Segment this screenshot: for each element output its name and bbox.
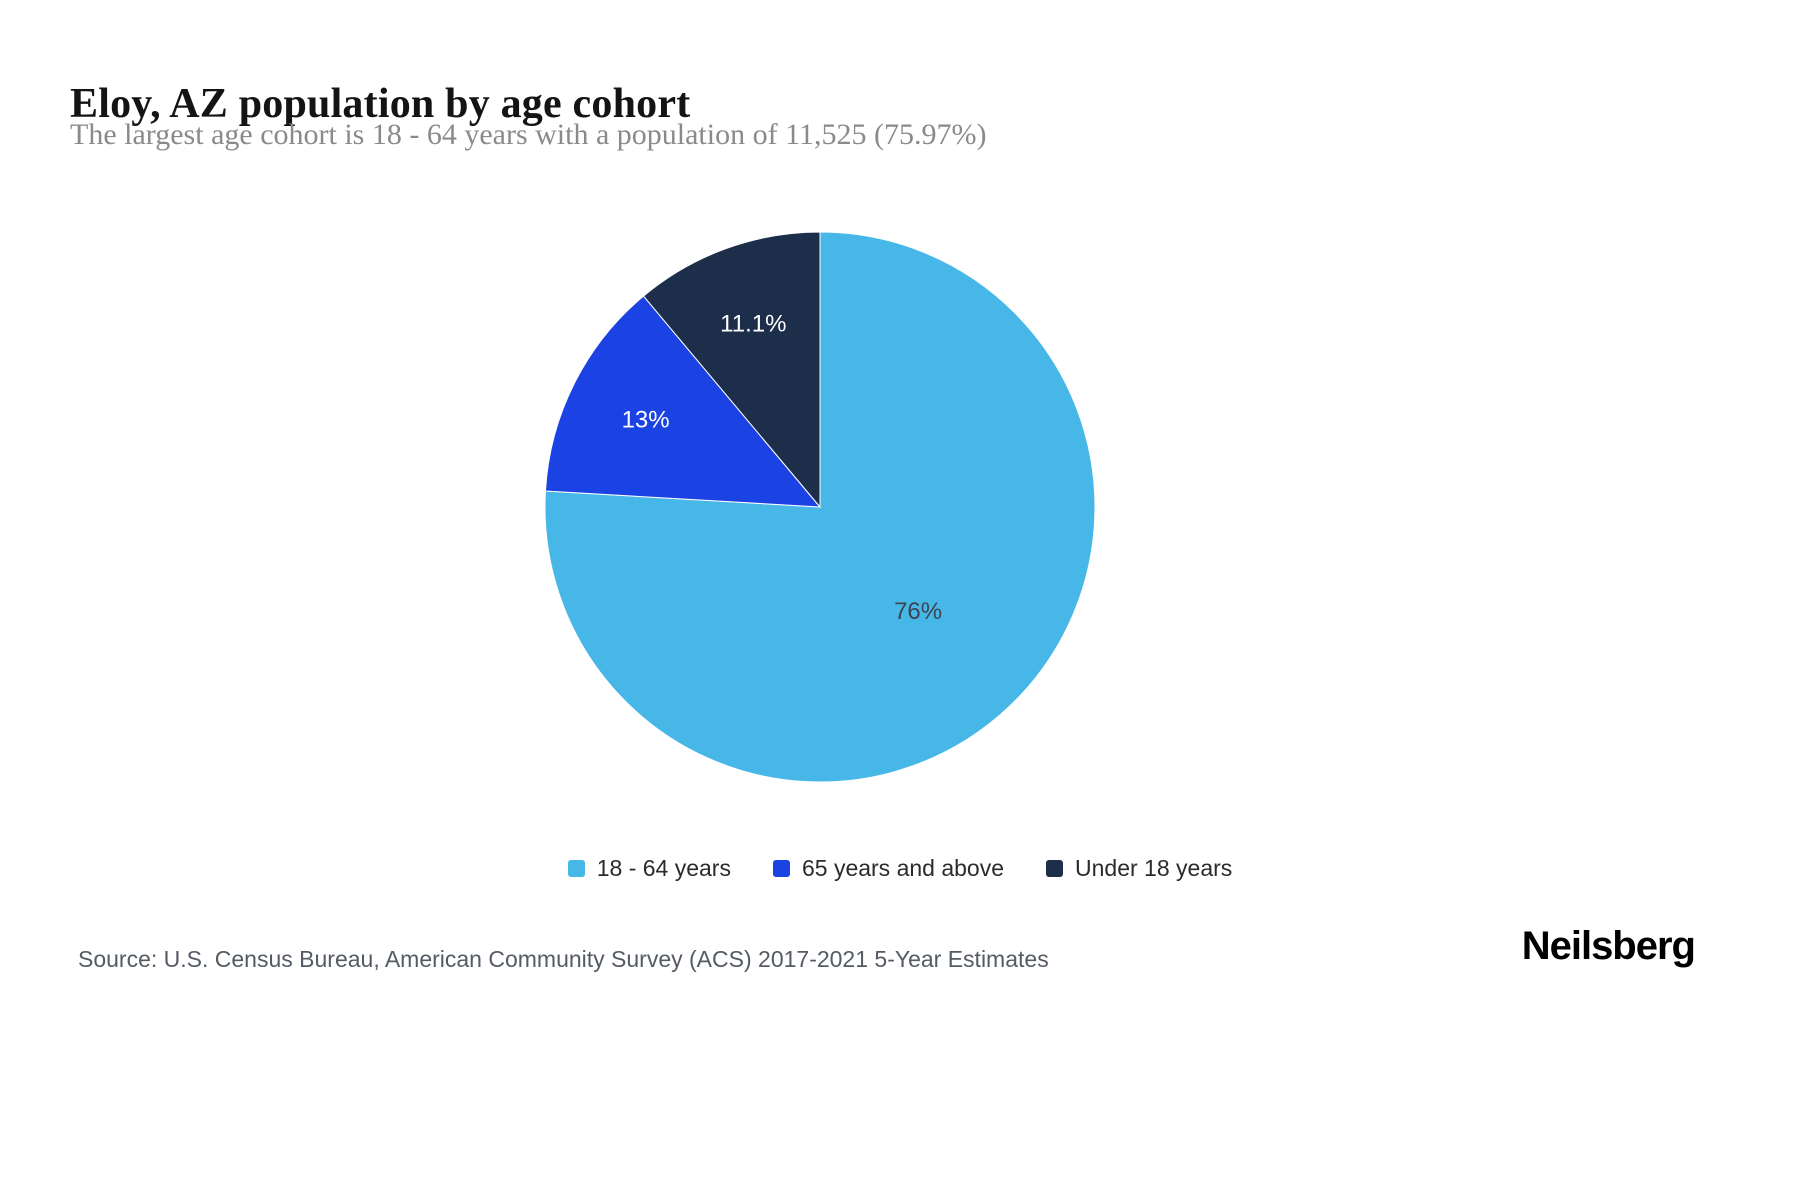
legend-item-18-64-years[interactable]: 18 - 64 years [567,855,731,882]
legend-label: Under 18 years [1075,855,1233,881]
pie-slice-18-64-years[interactable] [544,231,1096,783]
legend-swatch-icon [1046,860,1064,877]
page-title: Eloy, AZ population by age cohort [70,81,691,128]
pie-slice-label: 13% [622,406,670,433]
pie-slice-label: 11.1% [720,311,786,338]
legend-swatch-icon [567,860,585,877]
pie-slice-65-years-and-above[interactable] [544,295,822,508]
legend-swatch-icon [772,860,790,877]
chart-subtitle: The largest age cohort is 18 - 64 years … [70,118,987,151]
legend-item-under-18-years[interactable]: Under 18 years [1046,855,1232,882]
brand-logo: Neilsberg [1521,924,1696,968]
legend-label: 18 - 64 years [596,855,731,881]
source-note: Source: U.S. Census Bureau, American Com… [78,946,1049,972]
pie-chart-svg: 76% 13% 11.1% [544,231,1096,783]
pie-chart: 76% 13% 11.1% [520,207,1120,807]
pie-slice-label: 76% [894,598,942,625]
chart-legend: 18 - 64 years 65 years and above Under 18 … [0,855,1800,882]
pie-slice-under-18-years[interactable] [642,231,821,509]
legend-item-65-years-and-above[interactable]: 65 years and above [772,855,1005,882]
legend-label: 65 years and above [801,855,1005,881]
